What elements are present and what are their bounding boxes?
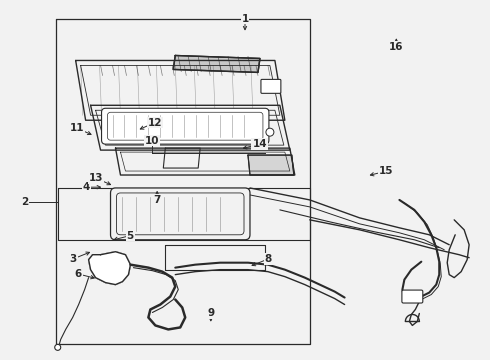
Text: 5: 5 — [127, 231, 134, 240]
FancyBboxPatch shape — [402, 290, 423, 303]
Text: 16: 16 — [389, 42, 404, 52]
Text: 13: 13 — [89, 173, 103, 183]
Polygon shape — [248, 155, 294, 175]
Text: 14: 14 — [252, 139, 267, 149]
FancyBboxPatch shape — [111, 188, 250, 240]
Text: 1: 1 — [242, 14, 248, 24]
FancyBboxPatch shape — [261, 80, 281, 93]
Text: 2: 2 — [21, 197, 28, 207]
Text: 15: 15 — [379, 166, 394, 176]
Text: 3: 3 — [70, 254, 77, 264]
Text: 9: 9 — [207, 308, 215, 318]
Text: 10: 10 — [145, 136, 160, 145]
FancyBboxPatch shape — [101, 108, 269, 144]
FancyBboxPatch shape — [117, 193, 244, 235]
Text: 4: 4 — [83, 182, 90, 192]
Text: 6: 6 — [74, 269, 82, 279]
Text: 12: 12 — [147, 118, 162, 128]
Text: 8: 8 — [265, 254, 272, 264]
Circle shape — [55, 345, 61, 350]
Text: 11: 11 — [70, 123, 84, 133]
FancyBboxPatch shape — [107, 112, 263, 140]
Text: 7: 7 — [153, 195, 161, 205]
Circle shape — [266, 128, 274, 136]
Polygon shape — [173, 55, 260, 72]
Polygon shape — [89, 252, 130, 285]
